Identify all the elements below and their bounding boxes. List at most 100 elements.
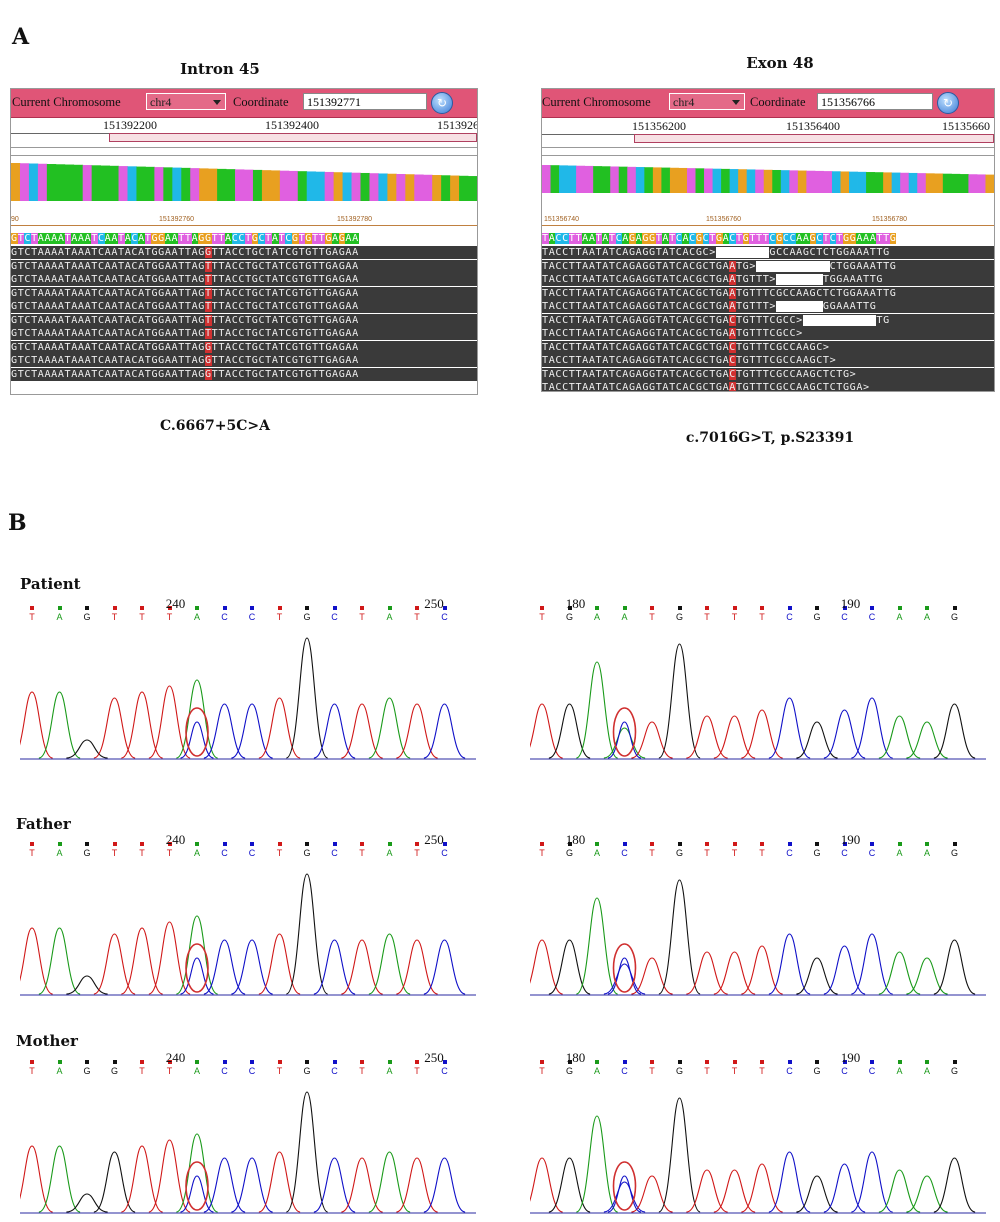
igv-toolbar: Current Chromosome chr4 Coordinate 15139… — [11, 89, 477, 118]
position-label: 250 — [424, 596, 444, 611]
base-letter: G — [813, 612, 821, 622]
trace-peak — [741, 709, 783, 759]
trace-peak — [258, 697, 301, 759]
base-letter: C — [221, 848, 228, 858]
coverage-bar — [823, 171, 833, 193]
base-letter: A — [56, 1066, 63, 1076]
coverage-bar — [874, 172, 884, 193]
coverage-bar — [190, 168, 200, 201]
exon-variant-caption: c.7016G>T, p.S23391 — [685, 430, 855, 446]
coverage-bar — [351, 172, 361, 201]
position-label: 180 — [565, 596, 586, 611]
trace-peak — [341, 939, 383, 995]
variant-circle-highlight — [185, 707, 209, 757]
trace-peak — [603, 727, 646, 759]
base-call: T — [26, 1060, 38, 1076]
coverage-bar — [942, 173, 952, 193]
base-call: A — [54, 842, 66, 858]
trace-peak — [530, 703, 563, 759]
base-call: C — [246, 1060, 258, 1076]
trace-peak — [658, 1097, 701, 1213]
base-call: T — [109, 842, 121, 858]
coverage-bar — [652, 167, 662, 193]
base-letter: C — [221, 612, 228, 622]
trace-peak — [906, 957, 948, 995]
base-letter: T — [704, 848, 710, 858]
coverage-bar — [550, 165, 560, 193]
base-call: C — [839, 606, 851, 622]
base-letter: T — [704, 1066, 710, 1076]
base-letter: A — [896, 1066, 903, 1076]
go-arrow-icon[interactable]: ↻ — [431, 92, 453, 114]
trace-peak — [285, 637, 329, 759]
coverage-bar — [82, 165, 93, 201]
trace-peak — [796, 1175, 838, 1213]
coordinate-input[interactable]: 151356766 — [817, 93, 933, 110]
trace-peak — [121, 927, 163, 995]
coverage-bar — [306, 171, 317, 201]
base-letter: T — [166, 848, 173, 858]
base-call: T — [109, 606, 121, 622]
base-letter: A — [593, 848, 600, 858]
sequencing-read: GTCTAAAATAAATCAATACATGGAATTAGTTTACCTGCTA… — [11, 313, 477, 327]
trace-peak — [548, 939, 591, 995]
coverage-bar — [976, 174, 986, 193]
base-call: A — [921, 1060, 933, 1076]
coverage-bar — [459, 175, 469, 201]
coordinate-label: Coordinate — [750, 95, 806, 109]
base-call: G — [811, 1060, 823, 1076]
base-call: C — [866, 842, 878, 858]
chromosome-select[interactable]: chr4 — [669, 93, 745, 110]
variant-circle-highlight — [185, 943, 209, 993]
base-letter: A — [593, 612, 600, 622]
base-letter: C — [621, 848, 628, 858]
base-call: A — [894, 1060, 906, 1076]
coverage-bar — [46, 164, 57, 201]
coverage-bar — [542, 165, 551, 193]
position-label: 240 — [165, 832, 186, 847]
base-call: T — [356, 842, 368, 858]
base-letter: C — [841, 848, 848, 858]
base-letter: C — [248, 1066, 256, 1076]
base-letter: A — [56, 848, 63, 858]
coverage-bar — [721, 168, 731, 193]
base-letter: G — [110, 1066, 118, 1076]
reference-sequence: TACCTTAATATCAGAGGTATCACGCTGACTGTTTCGCCAA… — [542, 233, 897, 244]
base-call: T — [26, 842, 38, 858]
secondary-peak — [607, 1175, 642, 1213]
trace-peak — [823, 1163, 866, 1213]
coverage-bar — [387, 173, 397, 201]
coverage-bar — [468, 176, 477, 201]
coverage-bar — [37, 163, 48, 201]
ruler-label: 151356400 — [786, 119, 840, 133]
base-call: C — [329, 606, 341, 622]
sequencing-read: GTCTAAAATAAATCAATACATGGAATTAGGTTACCTGCTA… — [11, 340, 477, 354]
coverage-bar — [644, 167, 654, 193]
coverage-bar — [908, 172, 918, 193]
base-call: G — [949, 842, 961, 858]
chromatogram-trace — [20, 637, 476, 760]
coverage-track-right — [542, 165, 994, 193]
go-arrow-icon[interactable]: ↻ — [937, 92, 959, 114]
coordinate-input[interactable]: 151392771 — [303, 93, 427, 110]
trace-peak — [368, 1151, 411, 1213]
base-call: C — [784, 842, 796, 858]
base-letter: G — [83, 612, 91, 622]
trace-peak — [713, 951, 756, 995]
coverage-bar — [576, 165, 586, 193]
trace-peak — [176, 915, 218, 995]
base-call: A — [54, 1060, 66, 1076]
base-letter: C — [868, 612, 876, 622]
trace-peak — [203, 939, 246, 995]
chromosome-select[interactable]: chr4 — [146, 93, 226, 110]
base-call: A — [191, 606, 203, 622]
base-call: G — [564, 1060, 576, 1076]
trace-peak — [231, 939, 273, 995]
secondary-peak — [180, 721, 214, 759]
base-letter: T — [166, 1066, 173, 1076]
base-letter: G — [303, 848, 311, 858]
base-call: A — [191, 842, 203, 858]
base-call: A — [894, 842, 906, 858]
base-letter: G — [83, 848, 91, 858]
base-letter: C — [841, 612, 848, 622]
